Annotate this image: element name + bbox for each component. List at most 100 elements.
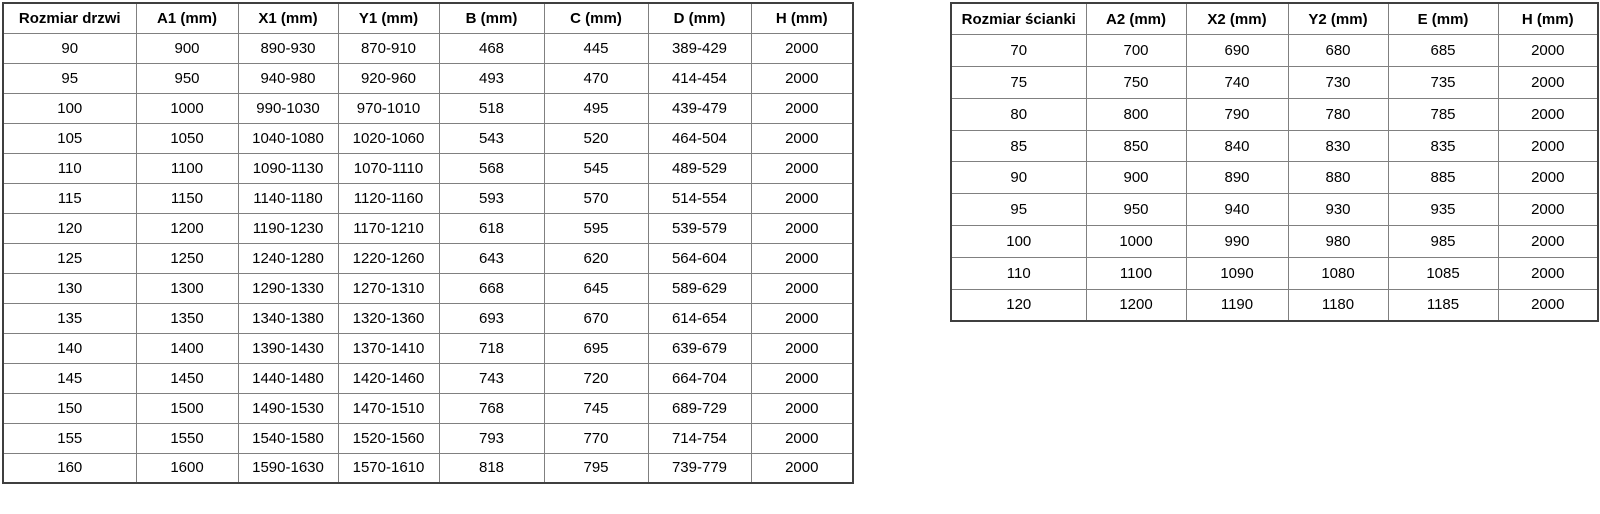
table-cell: 1450 [135, 362, 239, 394]
table-cell: 818 [438, 452, 545, 484]
table-cell: 1340-1380 [237, 302, 339, 334]
table-cell: 75 [950, 66, 1087, 99]
table-cell: 670 [543, 302, 649, 334]
table-row: 130 1300 1290-1330 1270-1310 668 645 589-629 20… [2, 272, 854, 304]
table-cell: 940-980 [237, 62, 339, 94]
table-cell: 930 [1287, 193, 1389, 227]
table-cell: 739-779 [647, 452, 752, 484]
table-cell: 1180 [1287, 288, 1389, 322]
table-cell: 100 [950, 225, 1087, 258]
column-header: Y1 (mm) [337, 2, 440, 34]
door-sizes-table: Rozmiar drzwi A1 (mm) X1 (mm) Y1 (mm) B (mm)… [2, 2, 854, 484]
table-cell: 745 [543, 392, 649, 424]
table-row: 120 1200 1190-1230 1170-1210 618 595 539-579 20… [2, 212, 854, 244]
table-cell: 695 [543, 332, 649, 364]
table-cell: 689-729 [647, 392, 752, 424]
table-cell: 768 [438, 392, 545, 424]
table-cell: 990 [1185, 225, 1289, 258]
table-cell: 135 [2, 302, 137, 334]
table-cell: 720 [543, 362, 649, 394]
table-cell: 150 [2, 392, 137, 424]
table-cell: 614-654 [647, 302, 752, 334]
table-cell: 1390-1430 [237, 332, 339, 364]
table-cell: 735 [1387, 66, 1499, 99]
table-row: 70 700 690 680 685 2000 [950, 34, 1599, 68]
table-cell: 1200 [135, 212, 239, 244]
table-cell: 1370-1410 [337, 332, 440, 364]
table-cell: 743 [438, 362, 545, 394]
table-cell: 880 [1287, 161, 1389, 195]
table-cell: 80 [950, 97, 1087, 131]
table-cell: 115 [2, 182, 137, 214]
table-cell: 1300 [135, 272, 239, 304]
table-cell: 1570-1610 [337, 452, 440, 484]
table-cell: 2000 [750, 422, 854, 454]
column-header: Rozmiar ścianki [950, 2, 1087, 36]
table-cell: 1520-1560 [337, 422, 440, 454]
table-cell: 1100 [135, 152, 239, 184]
column-header: B (mm) [438, 2, 545, 34]
table-cell: 664-704 [647, 362, 752, 394]
table-cell: 2000 [1497, 288, 1599, 322]
table-cell: 2000 [750, 32, 854, 64]
table-cell: 2000 [1497, 256, 1599, 290]
table-cell: 885 [1387, 161, 1499, 195]
table-cell: 595 [543, 212, 649, 244]
table-row: 125 1250 1240-1280 1220-1260 643 620 564-604 20… [2, 242, 854, 274]
table-cell: 105 [2, 122, 137, 154]
table-cell: 140 [2, 332, 137, 364]
table-row: 145 1450 1440-1480 1420-1460 743 720 664-704 20… [2, 362, 854, 394]
table-cell: 2000 [750, 272, 854, 304]
table-cell: 2000 [750, 242, 854, 274]
table-cell: 518 [438, 92, 545, 124]
table-cell: 1190-1230 [237, 212, 339, 244]
table-cell: 870-910 [337, 32, 440, 64]
table-cell: 2000 [750, 332, 854, 364]
table-cell: 130 [2, 272, 137, 304]
table-cell: 539-579 [647, 212, 752, 244]
table-cell: 840 [1185, 129, 1289, 163]
column-header: C (mm) [543, 2, 649, 34]
table-cell: 890-930 [237, 32, 339, 64]
table-row: 100 1000 990-1030 970-1010 518 495 439-479 2000 [2, 92, 854, 124]
table-cell: 1120-1160 [337, 182, 440, 214]
table-cell: 1440-1480 [237, 362, 339, 394]
table-cell: 1050 [135, 122, 239, 154]
table-cell: 1500 [135, 392, 239, 424]
table-cell: 985 [1387, 225, 1499, 258]
table-cell: 620 [543, 242, 649, 274]
table-cell: 1350 [135, 302, 239, 334]
table-row: 90 900 890-930 870-910 468 445 389-429 2000 [2, 32, 854, 64]
table-cell: 920-960 [337, 62, 440, 94]
column-header: E (mm) [1387, 2, 1499, 36]
table-cell: 1540-1580 [237, 422, 339, 454]
table-row: 105 1050 1040-1080 1020-1060 543 520 464-504 20… [2, 122, 854, 154]
table-row: 75 750 740 730 735 2000 [950, 66, 1599, 99]
table-row: 115 1150 1140-1180 1120-1160 593 570 514-554 20… [2, 182, 854, 214]
table-cell: 1240-1280 [237, 242, 339, 274]
table-cell: 940 [1185, 193, 1289, 227]
column-header: X2 (mm) [1185, 2, 1289, 36]
table-cell: 1000 [135, 92, 239, 124]
table-cell: 2000 [750, 62, 854, 94]
table-cell: 2000 [750, 302, 854, 334]
table-cell: 693 [438, 302, 545, 334]
table-cell: 740 [1185, 66, 1289, 99]
table-row: 160 1600 1590-1630 1570-1610 818 795 739-779 20… [2, 452, 854, 484]
table-cell: 2000 [1497, 161, 1599, 195]
table-cell: 1290-1330 [237, 272, 339, 304]
table-cell: 70 [950, 34, 1087, 68]
table-cell: 2000 [750, 182, 854, 214]
table-cell: 1420-1460 [337, 362, 440, 394]
table-row: 110 1100 1090 1080 1085 2000 [950, 256, 1599, 290]
table-cell: 950 [135, 62, 239, 94]
table-cell: 990-1030 [237, 92, 339, 124]
table-cell: 680 [1287, 34, 1389, 68]
table-cell: 120 [2, 212, 137, 244]
table-cell: 155 [2, 422, 137, 454]
table-cell: 1000 [1085, 225, 1187, 258]
table-row: 110 1100 1090-1130 1070-1110 568 545 489-529 20… [2, 152, 854, 184]
table-cell: 790 [1185, 97, 1289, 131]
table-cell: 160 [2, 452, 137, 484]
table-cell: 2000 [750, 362, 854, 394]
